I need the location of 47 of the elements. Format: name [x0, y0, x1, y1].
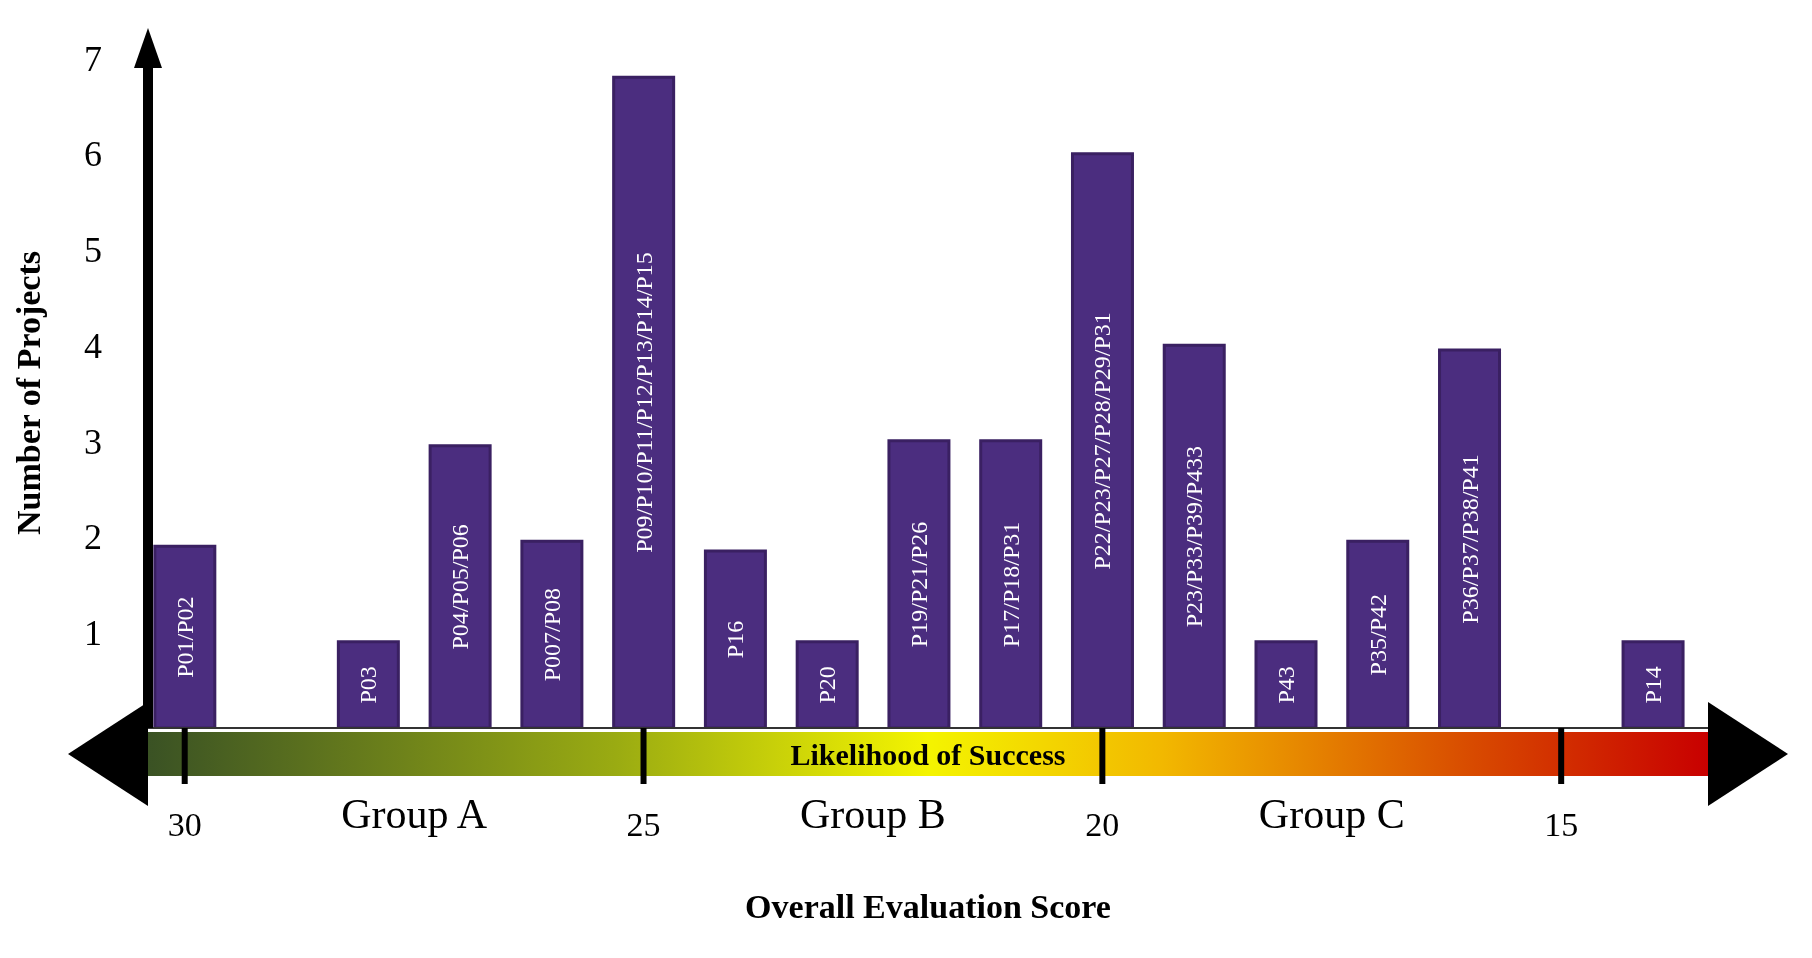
data-label: P17/P18/P31 [997, 521, 1024, 648]
bar [703, 549, 767, 728]
text: Likelihood of Success [790, 737, 1066, 771]
bar [520, 539, 584, 728]
text: Group C [1258, 791, 1405, 837]
data-label: P01/P02 [171, 596, 198, 678]
data-label: P22/P23/P27/P28/P29/P31 [1089, 312, 1116, 570]
bar [1621, 640, 1685, 728]
data-label: P04/P05/P06 [447, 524, 474, 650]
y-tick-label: 5 [84, 230, 102, 271]
data-label: P35/P42 [1364, 593, 1391, 676]
y-tick-label: 2 [84, 517, 102, 558]
data-label: P36/P37/P38/P41 [1456, 454, 1483, 624]
bar [153, 544, 217, 728]
data-label: P14 [1640, 666, 1667, 704]
bar [979, 439, 1043, 728]
bar [1070, 152, 1134, 728]
bar [612, 75, 676, 728]
x-tick-label: 20 [1085, 806, 1120, 843]
bar [1162, 343, 1226, 728]
y-tick-label: 1 [84, 613, 102, 654]
data-label: P43 [1273, 666, 1299, 704]
bar [1346, 539, 1410, 728]
bar [795, 640, 859, 728]
bar [1254, 640, 1318, 728]
x-tick-label: 25 [626, 806, 661, 843]
y-tick-label: 6 [84, 134, 102, 175]
text: Group A [341, 791, 488, 837]
bar [428, 444, 492, 728]
data-label: P20 [814, 666, 841, 704]
text: Group B [800, 791, 946, 837]
bar [336, 640, 400, 728]
x-tick-label: 30 [167, 806, 202, 843]
data-label: P007/P08 [538, 587, 565, 682]
data-label: P16 [722, 620, 749, 659]
data-label: P03 [355, 666, 382, 704]
x-axis-title: Overall Evaluation Score [745, 888, 1111, 925]
data-label: P23/P33/P39/P433 [1181, 445, 1208, 628]
y-tick-label: 3 [84, 421, 102, 462]
bar [1438, 348, 1502, 728]
data-label: P09/P10/P11/P12/P13/P14/P15 [630, 252, 657, 553]
y-tick-label: 4 [84, 325, 102, 366]
x-tick-label: 15 [1544, 806, 1579, 843]
data-label: P19/P21/P26 [905, 521, 932, 648]
bar [887, 439, 951, 728]
y-axis-title: Number of Projects [10, 251, 48, 535]
y-tick-label: 7 [84, 38, 102, 79]
